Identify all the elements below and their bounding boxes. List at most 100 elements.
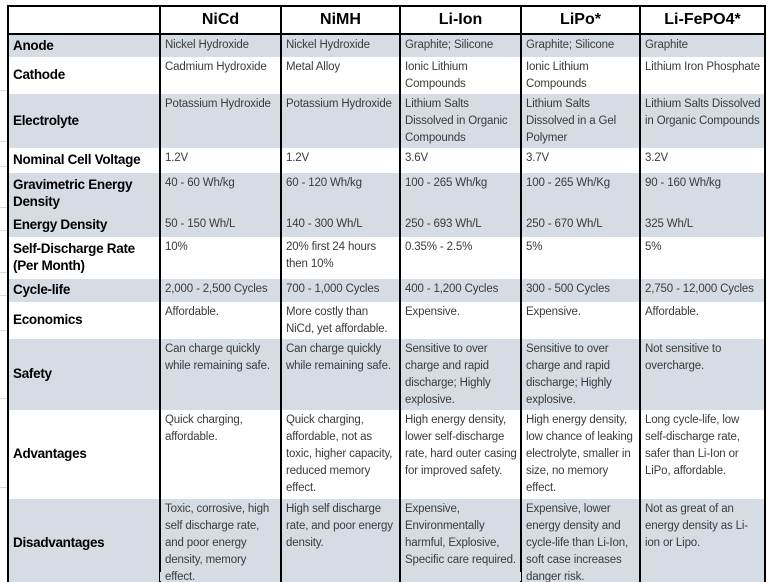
table-cell: Long cycle-life, low self-discharge rate… [639, 410, 766, 499]
table-cell: 1.2V [280, 148, 401, 173]
table-row-cathode: Cathode Cadmium Hydroxide Metal Alloy Io… [7, 57, 766, 94]
table-cell: Sensitive to over charge and rapid disch… [399, 339, 522, 410]
table-cell: 250 - 670 Wh/L [520, 214, 641, 237]
table-cell: Can charge quickly while remaining safe. [280, 339, 401, 410]
table-cell: Not as great of an energy density as Li-… [639, 499, 766, 582]
table-cell: 100 - 265 Wh/Kg [520, 173, 641, 214]
table-cell: Metal Alloy [280, 57, 401, 94]
table-cell: High self discharge rate, and poor energ… [280, 499, 401, 582]
margin-gridline [0, 398, 7, 399]
table-cell: Lithium Salts Dissolved in Organic Compo… [399, 94, 522, 148]
table-row-advantages: Advantages Quick charging, affordable. Q… [7, 410, 766, 499]
margin-gridline [700, 572, 701, 581]
column-header-liion: Li-Ion [399, 5, 522, 35]
header-row: NiCd NiMH Li-Ion LiPo* Li-FePO4* [7, 5, 766, 35]
table-cell: 0.35% - 2.5% [399, 237, 522, 279]
margin-gridline [0, 330, 7, 331]
row-label: Self-Discharge Rate (Per Month) [7, 237, 161, 279]
table-cell: 20% first 24 hours then 10% [280, 237, 401, 279]
table-cell: Cadmium Hydroxide [159, 57, 282, 94]
battery-comparison-table: NiCd NiMH Li-Ion LiPo* Li-FePO4* Anode N… [7, 5, 766, 582]
table-cell: Graphite; Silicone [520, 33, 641, 57]
table-cell: More costly than NiCd, yet affordable. [280, 302, 401, 339]
margin-gridline [0, 166, 7, 167]
table-cell: 250 - 693 Wh/L [399, 214, 522, 237]
table-row-cycle-life: Cycle-life 2,000 - 2,500 Cycles 700 - 1,… [7, 279, 766, 302]
table-cell: Lithium Salts Dissolved in a Gel Polymer [520, 94, 641, 148]
table-cell: 3.6V [399, 148, 522, 173]
table-cell: 10% [159, 237, 282, 279]
table-cell: Lithium Iron Phosphate [639, 57, 766, 94]
table-cell: Expensive, Environmentally harmful, Expl… [399, 499, 522, 582]
table-row-disadvantages: Disadvantages Toxic, corrosive, high sel… [7, 499, 766, 582]
table-cell: 3.2V [639, 148, 766, 173]
table-row-self-discharge-rate: Self-Discharge Rate (Per Month) 10% 20% … [7, 237, 766, 279]
row-label: Gravimetric Energy Density [7, 173, 161, 214]
table-cell: 1.2V [159, 148, 282, 173]
table-cell: 325 Wh/L [639, 214, 766, 237]
table-cell: 300 - 500 Cycles [520, 279, 641, 302]
table-cell: Graphite; Silicone [399, 33, 522, 57]
corner-cell [7, 5, 161, 35]
margin-gridline [160, 572, 161, 581]
column-header-lifepo4: Li-FePO4* [639, 5, 766, 35]
table-cell: Expensive. [520, 302, 641, 339]
table-cell: 3.7V [520, 148, 641, 173]
margin-gridline [0, 272, 7, 273]
row-label: Disadvantages [7, 499, 161, 582]
row-label: Nominal Cell Voltage [7, 148, 161, 173]
table-cell: Toxic, corrosive, high self discharge ra… [159, 499, 282, 582]
table-cell: High energy density, low chance of leaki… [520, 410, 641, 499]
margin-gridline [0, 230, 7, 231]
table-cell: Ionic Lithium Compounds [399, 57, 522, 94]
margin-gridline [0, 90, 7, 91]
table-row-electrolyte: Electrolyte Potassium Hydroxide Potassiu… [7, 94, 766, 148]
table-row-anode: Anode Nickel Hydroxide Nickel Hydroxide … [7, 33, 766, 57]
column-header-nimh: NiMH [280, 5, 401, 35]
table-cell: Lithium Salts Dissolved in Organic Compo… [639, 94, 766, 148]
row-label: Cycle-life [7, 279, 161, 302]
row-label: Cathode [7, 57, 161, 94]
table-cell: Potassium Hydroxide [280, 94, 401, 148]
table-cell: Expensive. [399, 302, 522, 339]
row-label: Economics [7, 302, 161, 339]
table-cell: 5% [520, 237, 641, 279]
table-cell: Ionic Lithium Compounds [520, 57, 641, 94]
column-header-lipo: LiPo* [520, 5, 641, 35]
table-cell: 90 - 160 Wh/kg [639, 173, 766, 214]
row-label: Anode [7, 33, 161, 57]
table-cell: Nickel Hydroxide [159, 33, 282, 57]
table-cell: Expensive, lower energy density and cycl… [520, 499, 641, 582]
table-row-economics: Economics Affordable. More costly than N… [7, 302, 766, 339]
table-cell: Nickel Hydroxide [280, 33, 401, 57]
table-row-safety: Safety Can charge quickly while remainin… [7, 339, 766, 410]
margin-gridline [0, 487, 7, 488]
table-cell: 100 - 265 Wh/kg [399, 173, 522, 214]
table-cell: Quick charging, affordable, not as toxic… [280, 410, 401, 499]
table-cell: 60 - 120 Wh/kg [280, 173, 401, 214]
table-row-nominal-cell-voltage: Nominal Cell Voltage 1.2V 1.2V 3.6V 3.7V… [7, 148, 766, 173]
margin-gridline [0, 295, 7, 296]
column-header-nicd: NiCd [159, 5, 282, 35]
row-label: Safety [7, 339, 161, 410]
table-cell: Affordable. [639, 302, 766, 339]
table-cell: Graphite [639, 33, 766, 57]
margin-gridline [347, 572, 348, 581]
table-cell: Potassium Hydroxide [159, 94, 282, 148]
table-cell: Sensitive to over charge and rapid disch… [520, 339, 641, 410]
table-row-gravimetric-energy-density: Gravimetric Energy Density 40 - 60 Wh/kg… [7, 173, 766, 214]
table-cell: Can charge quickly while remaining safe. [159, 339, 282, 410]
table-row-energy-density: Energy Density 50 - 150 Wh/L 140 - 300 W… [7, 214, 766, 237]
table-cell: 140 - 300 Wh/L [280, 214, 401, 237]
table-cell: 40 - 60 Wh/kg [159, 173, 282, 214]
table-cell: Affordable. [159, 302, 282, 339]
row-label: Advantages [7, 410, 161, 499]
table-cell: Quick charging, affordable. [159, 410, 282, 499]
table-cell: 400 - 1,200 Cycles [399, 279, 522, 302]
margin-gridline [0, 141, 7, 142]
table-cell: 50 - 150 Wh/L [159, 214, 282, 237]
table-cell: 2,000 - 2,500 Cycles [159, 279, 282, 302]
table-cell: High energy density, lower self-discharg… [399, 410, 522, 499]
table-cell: Not sensitive to overcharge. [639, 339, 766, 410]
